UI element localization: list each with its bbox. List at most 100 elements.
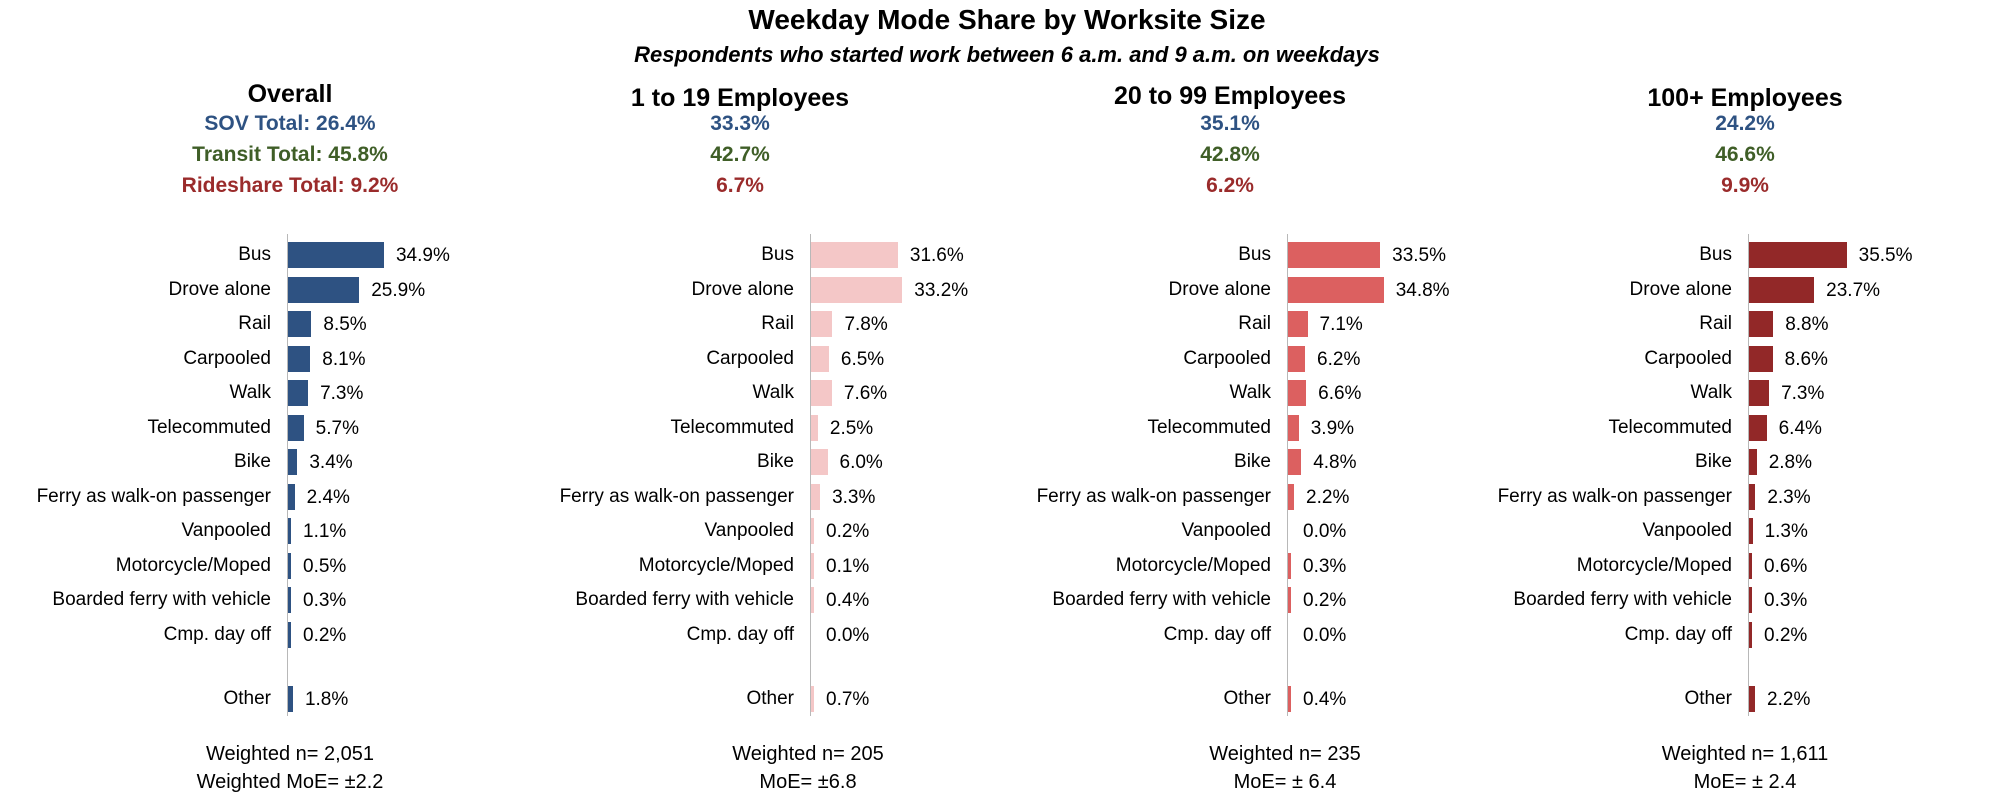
category-label: Carpooled: [706, 347, 794, 369]
category-label: Ferry as walk-on passenger: [36, 485, 271, 507]
bar[interactable]: [811, 686, 814, 712]
bar[interactable]: [1749, 414, 1767, 441]
category-label: Drove alone: [1629, 278, 1732, 300]
bar[interactable]: [1749, 483, 1756, 510]
rideshare-total: Rideshare Total: 9.2%: [181, 174, 399, 197]
bar[interactable]: [288, 380, 309, 406]
bar[interactable]: [1749, 587, 1752, 613]
bar[interactable]: [1749, 518, 1753, 544]
data-label: 5.7%: [315, 417, 359, 439]
category-label: Bus: [761, 244, 794, 265]
bar[interactable]: [288, 621, 291, 648]
data-label: 7.8%: [844, 314, 888, 335]
bar[interactable]: [288, 552, 291, 579]
bar[interactable]: [288, 414, 304, 441]
bar[interactable]: [1288, 380, 1307, 406]
category-label: Motorcycle/Moped: [1115, 554, 1271, 576]
bar[interactable]: [811, 518, 814, 544]
category-label: Rail: [761, 313, 794, 334]
data-label: 3.4%: [309, 452, 353, 473]
bar[interactable]: [811, 345, 829, 372]
panel-title: Overall: [247, 80, 333, 108]
bar[interactable]: [811, 311, 833, 337]
bar[interactable]: [288, 242, 384, 268]
category-label: Vanpooled: [704, 520, 794, 541]
bar[interactable]: [1288, 587, 1291, 613]
bar[interactable]: [811, 414, 818, 441]
bar[interactable]: [1288, 311, 1308, 337]
data-label: 7.6%: [843, 383, 888, 404]
bar[interactable]: [1288, 686, 1291, 712]
category-label: Other: [1223, 688, 1271, 709]
category-label: Other: [746, 688, 794, 709]
bar[interactable]: [811, 483, 821, 510]
axis-line: [287, 234, 288, 716]
bar[interactable]: [288, 483, 295, 510]
data-label: 6.6%: [1318, 383, 1362, 404]
bar[interactable]: [1288, 552, 1291, 579]
chart-title: Weekday Mode Share by Worksite Size: [748, 4, 1266, 35]
category-label: Telecommuted: [1608, 416, 1732, 438]
bar[interactable]: [1749, 380, 1770, 406]
bar[interactable]: [811, 552, 814, 579]
bar[interactable]: [811, 587, 814, 613]
bar[interactable]: [1749, 449, 1757, 475]
data-label: 35.5%: [1858, 245, 1913, 266]
bar[interactable]: [1749, 686, 1756, 712]
data-label: 31.6%: [909, 245, 964, 266]
bar[interactable]: [811, 276, 903, 303]
panel-title: 100+ Employees: [1647, 84, 1843, 112]
category-label: Ferry as walk-on passenger: [559, 485, 794, 507]
data-label: 34.9%: [395, 245, 450, 266]
bar[interactable]: [288, 345, 311, 372]
bar[interactable]: [1749, 276, 1815, 303]
data-label: 7.1%: [1319, 314, 1363, 335]
bar[interactable]: [1749, 242, 1847, 268]
data-label: 6.2%: [1317, 348, 1361, 370]
bar[interactable]: [288, 686, 293, 712]
bar[interactable]: [288, 449, 298, 475]
bar[interactable]: [288, 587, 291, 613]
data-label: 0.3%: [1764, 590, 1808, 611]
category-label: Other: [223, 688, 271, 709]
data-label: 1.8%: [304, 689, 349, 710]
bar[interactable]: [811, 242, 898, 268]
chart-subtitle: Respondents who started work between 6 a…: [634, 42, 1380, 67]
bar[interactable]: [288, 276, 360, 303]
data-label: 2.5%: [829, 417, 874, 439]
data-label: 2.8%: [1768, 452, 1812, 473]
bar[interactable]: [811, 380, 832, 406]
bar[interactable]: [1749, 621, 1752, 648]
category-label: Motorcycle/Moped: [638, 554, 794, 576]
bar[interactable]: [1288, 449, 1302, 475]
data-label: 8.6%: [1784, 348, 1828, 370]
bar[interactable]: [288, 518, 292, 544]
category-label: Vanpooled: [1642, 520, 1732, 541]
sov-total: 33.3%: [710, 112, 770, 135]
category-label: Motorcycle/Moped: [1576, 554, 1732, 576]
data-label: 7.3%: [1781, 383, 1825, 404]
bar[interactable]: [1288, 483, 1295, 510]
bar[interactable]: [1288, 276, 1384, 303]
bar[interactable]: [1749, 311, 1774, 337]
category-label: Walk: [1229, 382, 1271, 403]
category-label: Carpooled: [183, 347, 271, 369]
category-label: Ferry as walk-on passenger: [1497, 485, 1732, 507]
bar[interactable]: [1288, 242, 1381, 268]
bar[interactable]: [288, 311, 312, 337]
weighted-n: Weighted n= 1,611: [1661, 743, 1829, 765]
category-label: Cmp. day off: [1624, 623, 1732, 645]
bar[interactable]: [811, 449, 828, 475]
bar[interactable]: [1288, 414, 1299, 441]
bar[interactable]: [1749, 345, 1773, 372]
bar[interactable]: [1749, 552, 1752, 579]
rideshare-total: 9.9%: [1721, 174, 1769, 197]
margin-of-error: MoE= ± 2.4: [1693, 771, 1797, 793]
data-label: 0.7%: [826, 689, 870, 710]
category-label: Walk: [229, 382, 271, 403]
bar[interactable]: [1288, 345, 1306, 372]
data-label: 0.5%: [303, 555, 347, 577]
data-label: 8.1%: [322, 348, 366, 370]
